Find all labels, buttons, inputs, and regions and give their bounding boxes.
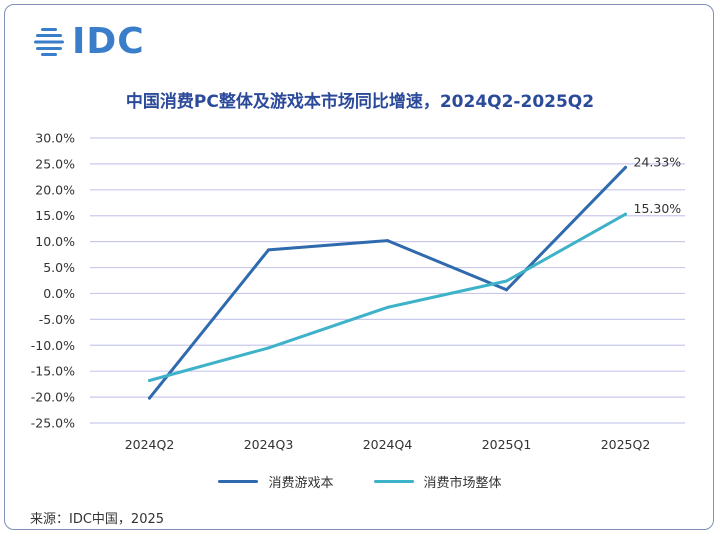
series-line-1 — [148, 165, 627, 400]
data-point — [386, 305, 389, 309]
x-tick-label: 2024Q4 — [363, 437, 413, 452]
data-point — [505, 288, 508, 292]
y-tick-label: 5.0% — [43, 260, 75, 275]
legend-item: 消费市场整体 — [373, 472, 502, 491]
data-point — [624, 165, 627, 169]
data-point — [267, 248, 270, 252]
data-point — [624, 212, 627, 216]
chart-title: 中国消费PC整体及游戏本市场同比增速，2024Q2-2025Q2 — [125, 92, 595, 112]
x-tick-label: 2025Q2 — [601, 437, 651, 452]
data-point — [148, 379, 151, 383]
legend-label: 消费游戏本 — [268, 476, 334, 491]
y-tick-label: 15.0% — [35, 208, 75, 223]
logo-text: IDC — [72, 21, 145, 62]
source-note: 来源：IDC中国，2025 — [30, 512, 165, 527]
y-tick-label: -15.0% — [31, 364, 75, 379]
x-tick-label: 2024Q2 — [125, 437, 175, 452]
y-tick-label: -10.0% — [31, 338, 75, 353]
legend-swatch — [373, 480, 414, 483]
data-point — [148, 396, 151, 400]
data-label: 15.30% — [634, 201, 682, 216]
globe-icon — [34, 28, 64, 56]
legend-label: 消费市场整体 — [423, 476, 502, 491]
x-tick-label: 2024Q3 — [244, 437, 294, 452]
data-point — [386, 239, 389, 243]
y-tick-label: 25.0% — [35, 156, 75, 171]
y-tick-label: 20.0% — [35, 182, 75, 197]
y-tick-label: 30.0% — [35, 131, 75, 146]
y-tick-label: -20.0% — [31, 390, 75, 405]
data-point — [267, 346, 270, 350]
idc-logo: IDC — [32, 22, 145, 62]
y-tick-label: -5.0% — [39, 312, 75, 327]
x-tick-label: 2025Q1 — [482, 437, 532, 452]
legend-item: 消费游戏本 — [218, 472, 334, 491]
y-tick-label: 10.0% — [35, 234, 75, 249]
data-point — [505, 279, 508, 283]
y-tick-label: -25.0% — [31, 416, 75, 431]
chart-legend: 消费游戏本 消费市场整体 — [0, 472, 720, 491]
legend-swatch — [218, 480, 259, 483]
data-label: 24.33% — [634, 154, 682, 169]
y-tick-label: 0.0% — [43, 286, 75, 301]
